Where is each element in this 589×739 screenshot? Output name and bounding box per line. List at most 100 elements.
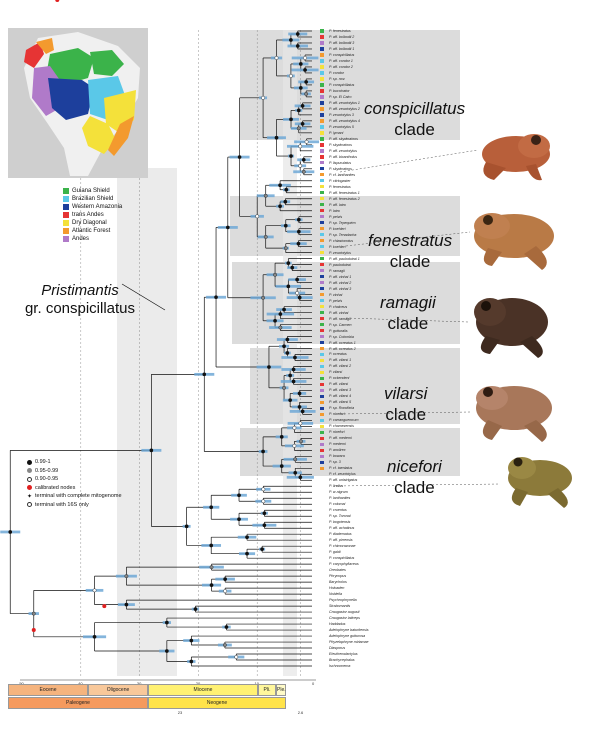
region-swatch (63, 204, 69, 210)
region-label: Guiana Shield (72, 188, 110, 194)
clade-suffix: clade (387, 314, 429, 333)
tip-label: P. conspicillatus (329, 556, 355, 561)
oligocene-band (117, 168, 177, 676)
clade-label-fenestratus: fenestratus clade (368, 230, 452, 272)
tip-region-square (320, 29, 324, 33)
node-legend-symbol (27, 502, 32, 508)
node-marker (282, 307, 286, 312)
tip-label: P. vinhai (329, 292, 343, 297)
node-legend-item: 0.99-1 (27, 458, 122, 467)
node-marker (278, 183, 282, 188)
node-marker (296, 126, 301, 131)
node-marker (209, 543, 214, 548)
node-marker (284, 187, 289, 192)
tip-region-square (320, 358, 324, 363)
tip-region-square (320, 214, 324, 219)
tip-label: Phrynopus (329, 574, 347, 579)
tip-label: P. aff. unistrigatus (329, 478, 358, 483)
clade-name: ramagii (380, 293, 436, 312)
group-label-genus: Pristimantis (41, 282, 119, 299)
frog-photo-conspicillatus (482, 134, 550, 181)
tip-label: P. vilarsi (329, 370, 343, 375)
tip-label: P. aff. vilarsi 1 (329, 358, 352, 363)
tip-label: P. aff. ocreatus 1 (329, 340, 356, 345)
node-marker (283, 199, 288, 204)
node-marker (293, 355, 297, 360)
region-label: Western Amazonia (72, 204, 123, 210)
tip-label: P. conspicillatus (329, 82, 355, 87)
node-marker (295, 277, 300, 282)
tip-region-square (320, 250, 324, 255)
node-marker (289, 117, 293, 122)
tip-region-square (320, 262, 324, 267)
epoch-bar: Eocene Oligocene Miocene Pli. Ple. (8, 684, 318, 696)
tip-label: P. citriogaster (329, 178, 351, 183)
tip-label: P. chalceus (329, 304, 348, 309)
node-marker (297, 295, 302, 300)
node-marker (124, 602, 129, 607)
tip-label: P. aff. bicantholus (329, 154, 358, 159)
tip-label: P. pelvis (329, 298, 343, 303)
node-marker (209, 565, 214, 570)
node-legend-label: terminal with 16S only (35, 501, 89, 508)
axis-tick-label: -40 (77, 681, 83, 686)
region-legend-item: Andes (63, 235, 122, 243)
tip-label: P. sp. Colombia (329, 334, 354, 339)
clade-suffix: clade (394, 120, 435, 139)
tip-region-square (320, 202, 324, 207)
node-marker (237, 493, 241, 498)
tip-region-square (320, 172, 324, 177)
tip-region-square (320, 59, 324, 63)
tip-label: P. aff. skydmainos (329, 136, 358, 141)
period-cell: Neogene (148, 697, 286, 709)
tip-region-square (320, 322, 324, 327)
tip-region-square (320, 346, 324, 351)
region-legend-item: Dry Diagonal (63, 219, 122, 227)
axis-tick-label: -10 (253, 681, 259, 686)
tip-region-square (320, 400, 324, 405)
node-marker (261, 499, 266, 504)
tip-region-square (320, 47, 324, 51)
tip-label: Barycholos (329, 580, 347, 585)
node-marker (282, 385, 286, 390)
node-marker (274, 56, 279, 60)
tip-label: P. chiastonotus (329, 238, 354, 243)
tip-label: P. koehleri (329, 226, 346, 231)
tip-region-square (320, 160, 324, 165)
tip-region-square (320, 137, 324, 141)
period-cell: Paleogene (8, 697, 148, 709)
region-legend-item: Atlantic Forest (63, 227, 122, 235)
node-marker (303, 68, 307, 72)
tip-region-square (320, 382, 324, 387)
node-marker (224, 625, 229, 629)
tip-region-square (320, 424, 324, 429)
node-marker (202, 372, 207, 377)
region-label: Brazilian Shield (72, 196, 114, 202)
node-marker (263, 193, 268, 198)
frog-photo-nicefori (508, 457, 572, 508)
tip-region-square (320, 131, 324, 135)
tip-label: P. aff. ramagii (329, 316, 351, 321)
tip-region-square (320, 83, 324, 87)
clade-suffix: clade (394, 478, 435, 497)
tip-label: P. fenestratus (329, 184, 351, 189)
tip-region-square (320, 394, 324, 399)
tip-label: P. lirellus (329, 484, 344, 489)
tip-region-square (320, 352, 324, 357)
node-marker (304, 92, 309, 96)
node-marker (299, 439, 303, 444)
node-marker (274, 135, 279, 140)
tip-region-square (320, 41, 324, 45)
tip-label: P. cruentus (329, 508, 347, 513)
calibrated-node (55, 0, 60, 2)
node-marker (293, 457, 298, 462)
tip-label: P. aff. latro (329, 202, 346, 207)
tip-region-square (320, 370, 324, 375)
node-marker (223, 577, 228, 582)
tip-label: P. latro (329, 208, 340, 213)
tip-region-square (320, 71, 324, 75)
node-marker (209, 505, 214, 510)
region-legend: Guiana Shield Brazilian Shield Western Ama… (63, 187, 122, 243)
tip-label: P. aff. medemi (329, 436, 352, 441)
period-tick-label: 23 (177, 710, 183, 715)
